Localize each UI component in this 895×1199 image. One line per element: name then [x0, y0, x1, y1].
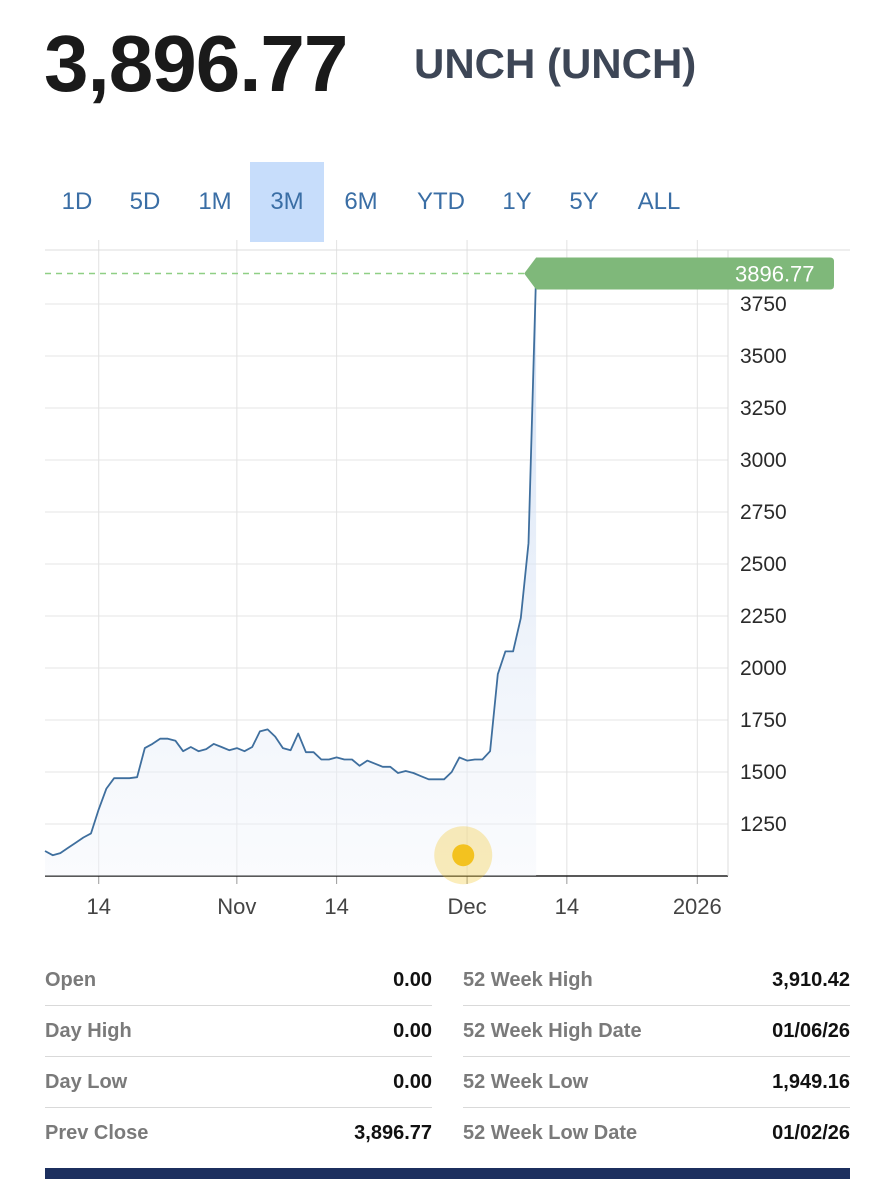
tab-5y[interactable]: 5Y — [569, 188, 599, 215]
y-tick-label: 3250 — [740, 397, 787, 420]
y-tick-label: 1250 — [740, 813, 787, 836]
tab-1m[interactable]: 1M — [198, 188, 232, 215]
x-tick-label: Nov — [217, 894, 256, 919]
tab-5d[interactable]: 5D — [129, 188, 161, 215]
symbol-title: UNCH (UNCH) — [414, 40, 697, 87]
y-tick-label: 2250 — [740, 605, 787, 628]
stat-value: 3,896.77 — [354, 1121, 432, 1144]
stat-label: 52 Week High — [463, 968, 593, 991]
stat-label: Day Low — [45, 1070, 128, 1093]
stat-label: 52 Week Low — [463, 1070, 589, 1093]
stat-row-52w-high: 52 Week High 3,910.42 — [463, 955, 850, 1006]
y-tick-label: 3000 — [740, 449, 787, 472]
stats-right-column: 52 Week High 3,910.42 52 Week High Date … — [463, 955, 850, 1158]
x-tick-label: Dec — [448, 894, 487, 919]
y-tick-label: 3750 — [740, 293, 787, 316]
stat-value: 0.00 — [393, 1070, 432, 1093]
last-value-tag — [524, 257, 834, 290]
current-price: 3,896.77 — [44, 19, 348, 108]
stat-label: Prev Close — [45, 1121, 149, 1144]
x-tick-label: 2026 — [673, 894, 722, 919]
stat-value: 01/06/26 — [772, 1019, 850, 1042]
stat-value: 1,949.16 — [772, 1070, 850, 1093]
x-tick-label: 14 — [555, 894, 579, 919]
tab-ytd[interactable]: YTD — [417, 188, 465, 215]
stat-row-52w-low-date: 52 Week Low Date 01/02/26 — [463, 1108, 850, 1158]
stat-label: 52 Week High Date — [463, 1019, 642, 1042]
stat-label: Open — [45, 968, 97, 991]
range-tabs: 1D 5D 1M 3M 6M YTD 1Y 5Y ALL — [0, 162, 895, 242]
stat-row-open: Open 0.00 — [45, 955, 432, 1006]
tab-1y[interactable]: 1Y — [502, 188, 532, 215]
stat-label: 52 Week Low Date — [463, 1121, 638, 1144]
y-tick-label: 2750 — [740, 501, 787, 524]
stat-value: 01/02/26 — [772, 1121, 850, 1144]
stat-row-day-high: Day High 0.00 — [45, 1006, 432, 1057]
y-tick-label: 3500 — [740, 345, 787, 368]
y-tick-label: 2000 — [740, 657, 787, 680]
series-area — [45, 273, 537, 876]
tab-all[interactable]: ALL — [637, 188, 681, 215]
y-tick-label: 2500 — [740, 553, 787, 576]
y-tick-label: 1750 — [740, 709, 787, 732]
stat-row-prev-close: Prev Close 3,896.77 — [45, 1108, 432, 1158]
last-value-label: 3896.77 — [735, 261, 815, 286]
stat-row-52w-high-date: 52 Week High Date 01/06/26 — [463, 1006, 850, 1057]
tab-3m[interactable]: 3M — [250, 162, 324, 242]
stat-row-day-low: Day Low 0.00 — [45, 1057, 432, 1108]
stat-label: Day High — [45, 1019, 132, 1042]
stat-value: 3,910.42 — [772, 968, 850, 991]
price-chart[interactable]: 1250 1500 1750 2000 2250 2500 2750 3000 3250 3500… — [0, 240, 895, 940]
stat-value: 0.00 — [393, 1019, 432, 1042]
stat-value: 0.00 — [393, 968, 432, 991]
stats-table: Open 0.00 Day High 0.00 Day Low 0.00 Pre… — [45, 955, 850, 1159]
tab-1d[interactable]: 1D — [61, 188, 93, 215]
x-tick-label: 14 — [86, 894, 110, 919]
y-tick-label: 1500 — [740, 761, 787, 784]
x-tick-label: 14 — [324, 894, 348, 919]
tab-6m[interactable]: 6M — [344, 188, 378, 215]
series-line — [44, 273, 537, 857]
highlight-marker-dot[interactable] — [452, 844, 475, 867]
stats-left-column: Open 0.00 Day High 0.00 Day Low 0.00 Pre… — [45, 955, 432, 1158]
footer-bar — [45, 1168, 850, 1179]
stat-row-52w-low: 52 Week Low 1,949.16 — [463, 1057, 850, 1108]
